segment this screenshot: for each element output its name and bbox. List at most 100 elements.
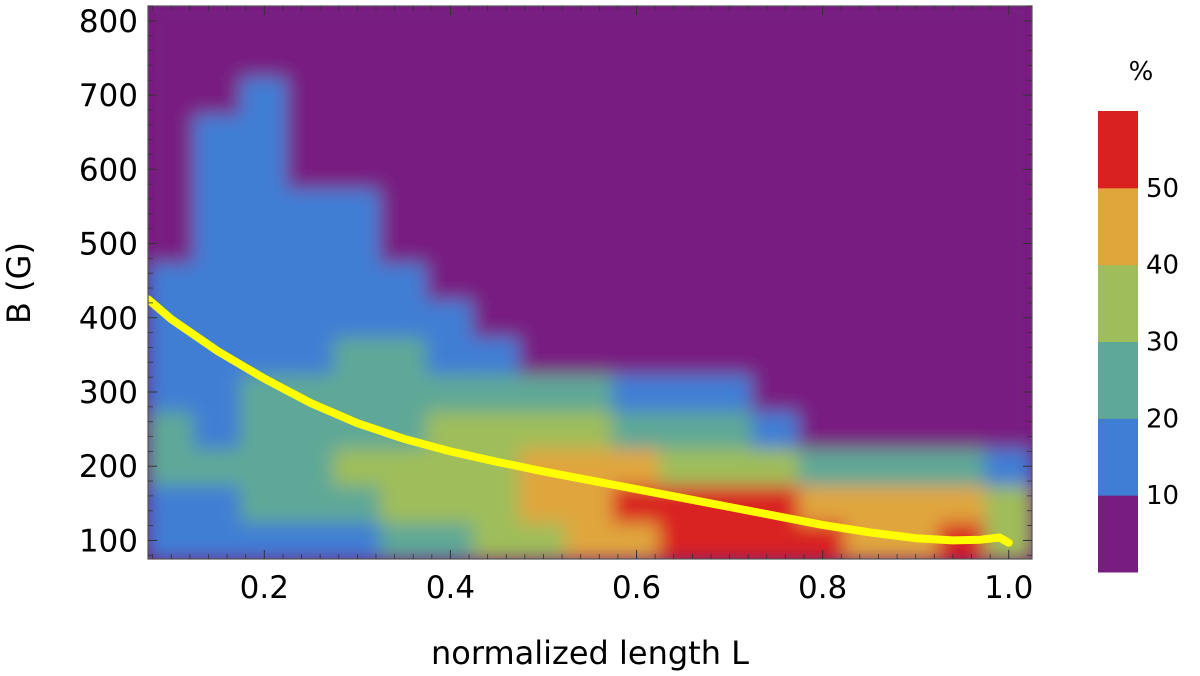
heatmap-cell [844, 335, 894, 375]
heatmap-cell [148, 6, 196, 41]
heatmap-cell [379, 112, 429, 152]
x-tick-label: 0.2 [240, 570, 289, 606]
heatmap-cell [519, 261, 568, 301]
heatmap-cell [193, 112, 243, 152]
heatmap-cell [751, 446, 801, 486]
heatmap-cell [379, 186, 429, 226]
series-layer [148, 295, 1013, 547]
heatmap-cell [565, 298, 615, 338]
heatmap-cell [472, 372, 522, 412]
heatmap-cell [937, 483, 987, 523]
heatmap-cell [612, 446, 661, 486]
heatmap-cell [891, 446, 940, 486]
colorbar-segment [1098, 341, 1138, 419]
heatmap-cell [426, 186, 475, 226]
heatmap-cell [565, 38, 615, 78]
heatmap-cell [612, 335, 661, 375]
heatmap-cell [937, 372, 987, 412]
y-tick-label: 100 [79, 523, 138, 559]
colorbar-tick-label: 30 [1146, 328, 1179, 358]
heatmap-cell [612, 409, 661, 449]
heatmap-cell [148, 112, 196, 152]
heatmap-cell [519, 112, 568, 152]
heatmap-cell [565, 75, 615, 115]
heatmap-cell [844, 149, 894, 189]
heatmap-cell [240, 186, 289, 226]
heatmap-cell [705, 38, 754, 78]
heatmap-cell [426, 409, 475, 449]
heatmap-cell [612, 261, 661, 301]
heatmap-cell [333, 223, 382, 264]
heatmap-cell [751, 149, 801, 189]
heatmap-cell [426, 372, 475, 412]
heatmap-cell [565, 372, 615, 412]
heatmap-cell [286, 261, 336, 301]
heatmap-cell [984, 409, 1032, 449]
colorbar-tick-label: 40 [1146, 251, 1179, 281]
heatmap-cell [426, 223, 475, 264]
heatmap-cell [937, 261, 987, 301]
heatmap-cell [472, 112, 522, 152]
x-tick-label: 0.8 [798, 570, 847, 606]
colorbar-segment [1098, 264, 1138, 342]
heatmap-cell [240, 75, 289, 115]
colorbar-tick-label: 50 [1146, 174, 1179, 204]
heatmap-cell [658, 38, 708, 78]
heatmap-cell [798, 186, 847, 226]
heatmap-cell [286, 112, 336, 152]
heatmap-cell [379, 261, 429, 301]
heatmap-cell [844, 6, 894, 41]
colorbar-title: % [1129, 57, 1154, 87]
heatmap-cell [426, 483, 475, 523]
heatmap-cell [658, 298, 708, 338]
heatmap-cell [751, 75, 801, 115]
heatmap-cell [937, 335, 987, 375]
heatmap-cell [705, 261, 754, 301]
heatmap-cell [565, 261, 615, 301]
heatmap-cell [612, 186, 661, 226]
heatmap-cell [844, 372, 894, 412]
heatmap-cell [612, 149, 661, 189]
heatmap-cell [565, 520, 615, 559]
heatmap-cell [472, 75, 522, 115]
heatmap-cell [798, 261, 847, 301]
heatmap-cell [937, 149, 987, 189]
colorbar-segment [1098, 495, 1138, 573]
heatmap-cell [937, 112, 987, 152]
colorbar-tick-label: 20 [1146, 404, 1179, 434]
heatmap-cell [658, 446, 708, 486]
heatmap-cell [891, 261, 940, 301]
heatmap-cell [472, 520, 522, 559]
heatmap-cell [658, 186, 708, 226]
heatmap-cell [751, 6, 801, 41]
heatmap-cell [519, 6, 568, 41]
heatmap-cell [193, 38, 243, 78]
heatmap-cell [565, 409, 615, 449]
heatmap-cell [844, 112, 894, 152]
heatmap-cell [519, 372, 568, 412]
heatmap-cell [333, 372, 382, 412]
heatmap-cell [751, 520, 801, 559]
heatmap-cell [705, 112, 754, 152]
heatmap-cell [612, 298, 661, 338]
heatmap-cell [844, 409, 894, 449]
heatmap-cell [612, 75, 661, 115]
heatmap-cell [286, 149, 336, 189]
heatmap-cell [286, 6, 336, 41]
heatmap-cell [705, 6, 754, 41]
heatmap-cell [148, 261, 196, 301]
heatmap-cell [333, 335, 382, 375]
heatmap-cell [379, 446, 429, 486]
heatmap-cell [658, 409, 708, 449]
heatmap-cell [844, 186, 894, 226]
heatmap-cell [565, 186, 615, 226]
heatmap-cell [286, 298, 336, 338]
heatmap-cell [658, 261, 708, 301]
heatmap-cell [286, 38, 336, 78]
heatmap-cell [519, 335, 568, 375]
heatmap-cell [286, 446, 336, 486]
heatmap-cell [798, 298, 847, 338]
heatmap-cell [891, 409, 940, 449]
heatmap-cell [658, 372, 708, 412]
